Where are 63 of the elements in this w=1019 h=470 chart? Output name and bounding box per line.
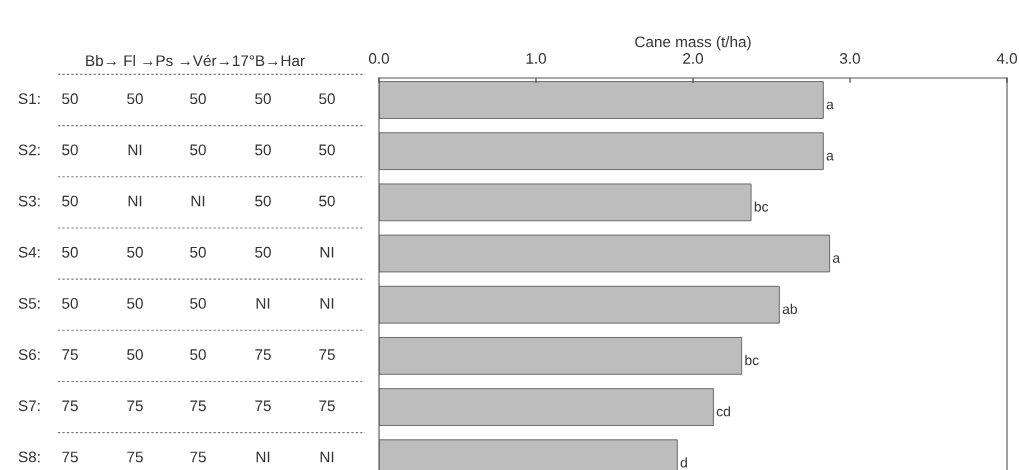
data-label: d — [680, 457, 687, 468]
text: 50 — [62, 93, 78, 105]
text: NI — [128, 195, 142, 207]
text: 50 — [319, 195, 335, 207]
text: S5: — [18, 297, 40, 309]
text: 50 — [255, 246, 271, 258]
text: NI — [320, 246, 334, 258]
text: 75 — [127, 400, 143, 412]
text: 75 — [255, 400, 271, 412]
text: S2: — [18, 144, 40, 156]
x-tick-label: 3.0 — [839, 53, 861, 64]
text: 50 — [190, 297, 206, 309]
text: 50 — [319, 144, 335, 156]
data-label: bc — [754, 201, 769, 212]
data-label: ab — [782, 303, 797, 314]
text: 50 — [127, 297, 143, 309]
text: S3: — [18, 195, 40, 207]
x-axis-title: Cane mass (t/ha) — [635, 36, 751, 51]
text: NI — [256, 451, 270, 463]
data-label: a — [832, 255, 841, 263]
text: 75 — [62, 349, 78, 360]
x-tick-label: 0.0 — [368, 53, 390, 64]
text: NI — [128, 144, 142, 156]
text: 75 — [190, 400, 206, 412]
data-label: cd — [716, 406, 730, 417]
text: Bb→ Fl →Ps →Vér→17°B→Har — [86, 54, 305, 67]
x-tick-label: 2.0 — [683, 53, 704, 64]
text: 75 — [62, 400, 78, 412]
text: S1: — [18, 93, 40, 105]
text: 50 — [319, 93, 335, 105]
text: 75 — [255, 349, 271, 360]
text: 75 — [190, 451, 206, 463]
text: S7: — [18, 400, 40, 412]
data-label: a — [826, 152, 834, 161]
text: 50 — [62, 297, 78, 309]
text: 50 — [190, 144, 206, 156]
text: 75 — [62, 451, 78, 463]
text: 75 — [127, 451, 143, 463]
text: 50 — [62, 246, 78, 258]
text: S8: — [18, 451, 40, 463]
text: NI — [320, 451, 334, 463]
text: NI — [320, 298, 334, 309]
data-label: a — [826, 101, 834, 110]
text: 50 — [190, 349, 206, 360]
text: NI — [256, 298, 270, 309]
data-label: bc — [745, 354, 759, 366]
text: 50 — [255, 195, 271, 207]
x-tick-label: 1.0 — [526, 53, 547, 64]
text: S4: — [18, 246, 40, 258]
text: S6: — [18, 349, 40, 360]
text: 50 — [190, 93, 206, 105]
text: 50 — [127, 349, 143, 360]
text: 75 — [319, 400, 335, 412]
x-tick-label: 4.0 — [996, 53, 1018, 64]
text: NI — [191, 195, 205, 207]
text: 50 — [190, 246, 206, 258]
text: 75 — [319, 349, 335, 360]
text: 50 — [62, 144, 78, 156]
text: 50 — [62, 195, 78, 207]
text: 50 — [127, 246, 143, 258]
text: 50 — [255, 144, 271, 156]
text: 50 — [127, 93, 143, 105]
text: 50 — [255, 93, 271, 105]
